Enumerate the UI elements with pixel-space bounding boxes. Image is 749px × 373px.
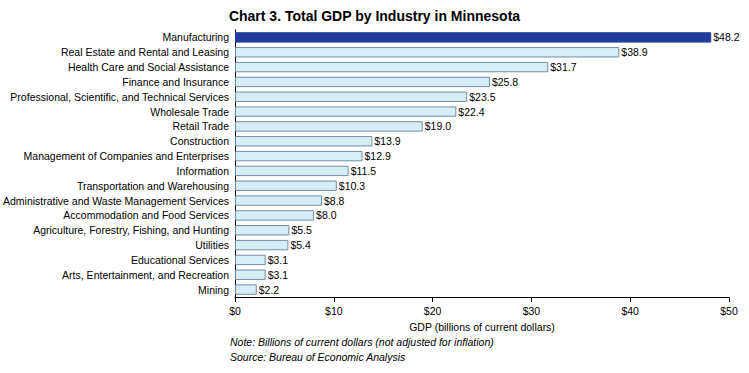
- svg-text:$23.5: $23.5: [469, 91, 495, 103]
- svg-text:Chart 3. Total GDP by Industry: Chart 3. Total GDP by Industry in Minnes…: [229, 8, 520, 24]
- svg-text:$13.9: $13.9: [374, 135, 400, 147]
- svg-text:Agriculture, Forestry, Fishing: Agriculture, Forestry, Fishing, and Hunt…: [33, 224, 229, 236]
- svg-text:$5.4: $5.4: [290, 239, 311, 251]
- svg-text:Source: Bureau of Economic Ana: Source: Bureau of Economic Analysis: [230, 351, 406, 363]
- svg-text:Management of Companies and En: Management of Companies and Enterprises: [24, 150, 229, 162]
- svg-text:Manufacturing: Manufacturing: [162, 31, 229, 43]
- svg-text:$11.5: $11.5: [351, 165, 377, 177]
- svg-text:$3.1: $3.1: [268, 269, 289, 281]
- svg-text:Arts, Entertainment, and Recre: Arts, Entertainment, and Recreation: [62, 269, 229, 281]
- svg-text:Wholesale Trade: Wholesale Trade: [150, 106, 229, 118]
- svg-text:Professional, Scientific, and: Professional, Scientific, and Technical …: [10, 91, 229, 103]
- svg-text:$0: $0: [229, 305, 241, 317]
- svg-text:Health Care and Social Assista: Health Care and Social Assistance: [68, 61, 229, 73]
- svg-text:$19.0: $19.0: [425, 120, 451, 132]
- svg-text:Retail Trade: Retail Trade: [172, 120, 229, 132]
- svg-text:Educational Services: Educational Services: [131, 254, 229, 266]
- svg-text:Mining: Mining: [198, 284, 229, 296]
- svg-text:$50: $50: [720, 305, 738, 317]
- svg-text:$2.2: $2.2: [259, 284, 280, 296]
- svg-text:$25.8: $25.8: [492, 76, 518, 88]
- svg-text:$10: $10: [325, 305, 343, 317]
- svg-text:$30: $30: [523, 305, 541, 317]
- svg-text:$40: $40: [621, 305, 639, 317]
- svg-text:Accommodation and Food Service: Accommodation and Food Services: [63, 209, 229, 221]
- svg-text:$31.7: $31.7: [550, 61, 576, 73]
- svg-text:Finance and Insurance: Finance and Insurance: [122, 76, 229, 88]
- svg-text:$3.1: $3.1: [268, 254, 289, 266]
- svg-text:$12.9: $12.9: [364, 150, 390, 162]
- svg-text:Note: Billions of current doll: Note: Billions of current dollars (not a…: [230, 336, 494, 348]
- svg-text:Utilities: Utilities: [195, 239, 229, 251]
- svg-text:$8.8: $8.8: [324, 195, 345, 207]
- svg-text:GDP (billions of current dolla: GDP (billions of current dollars): [409, 321, 555, 333]
- svg-text:$48.2: $48.2: [713, 31, 739, 43]
- svg-text:$20: $20: [424, 305, 442, 317]
- svg-text:$22.4: $22.4: [458, 106, 484, 118]
- svg-text:$8.0: $8.0: [316, 209, 337, 221]
- svg-text:Real Estate and Rental and Lea: Real Estate and Rental and Leasing: [61, 46, 229, 58]
- svg-text:Transportation and Warehousing: Transportation and Warehousing: [77, 180, 229, 192]
- svg-text:$5.5: $5.5: [291, 224, 312, 236]
- svg-text:Information: Information: [177, 165, 230, 177]
- svg-text:Construction: Construction: [170, 135, 229, 147]
- svg-text:$10.3: $10.3: [339, 180, 365, 192]
- svg-text:Administrative and Waste Manag: Administrative and Waste Management Serv…: [3, 195, 229, 207]
- svg-text:$38.9: $38.9: [621, 46, 647, 58]
